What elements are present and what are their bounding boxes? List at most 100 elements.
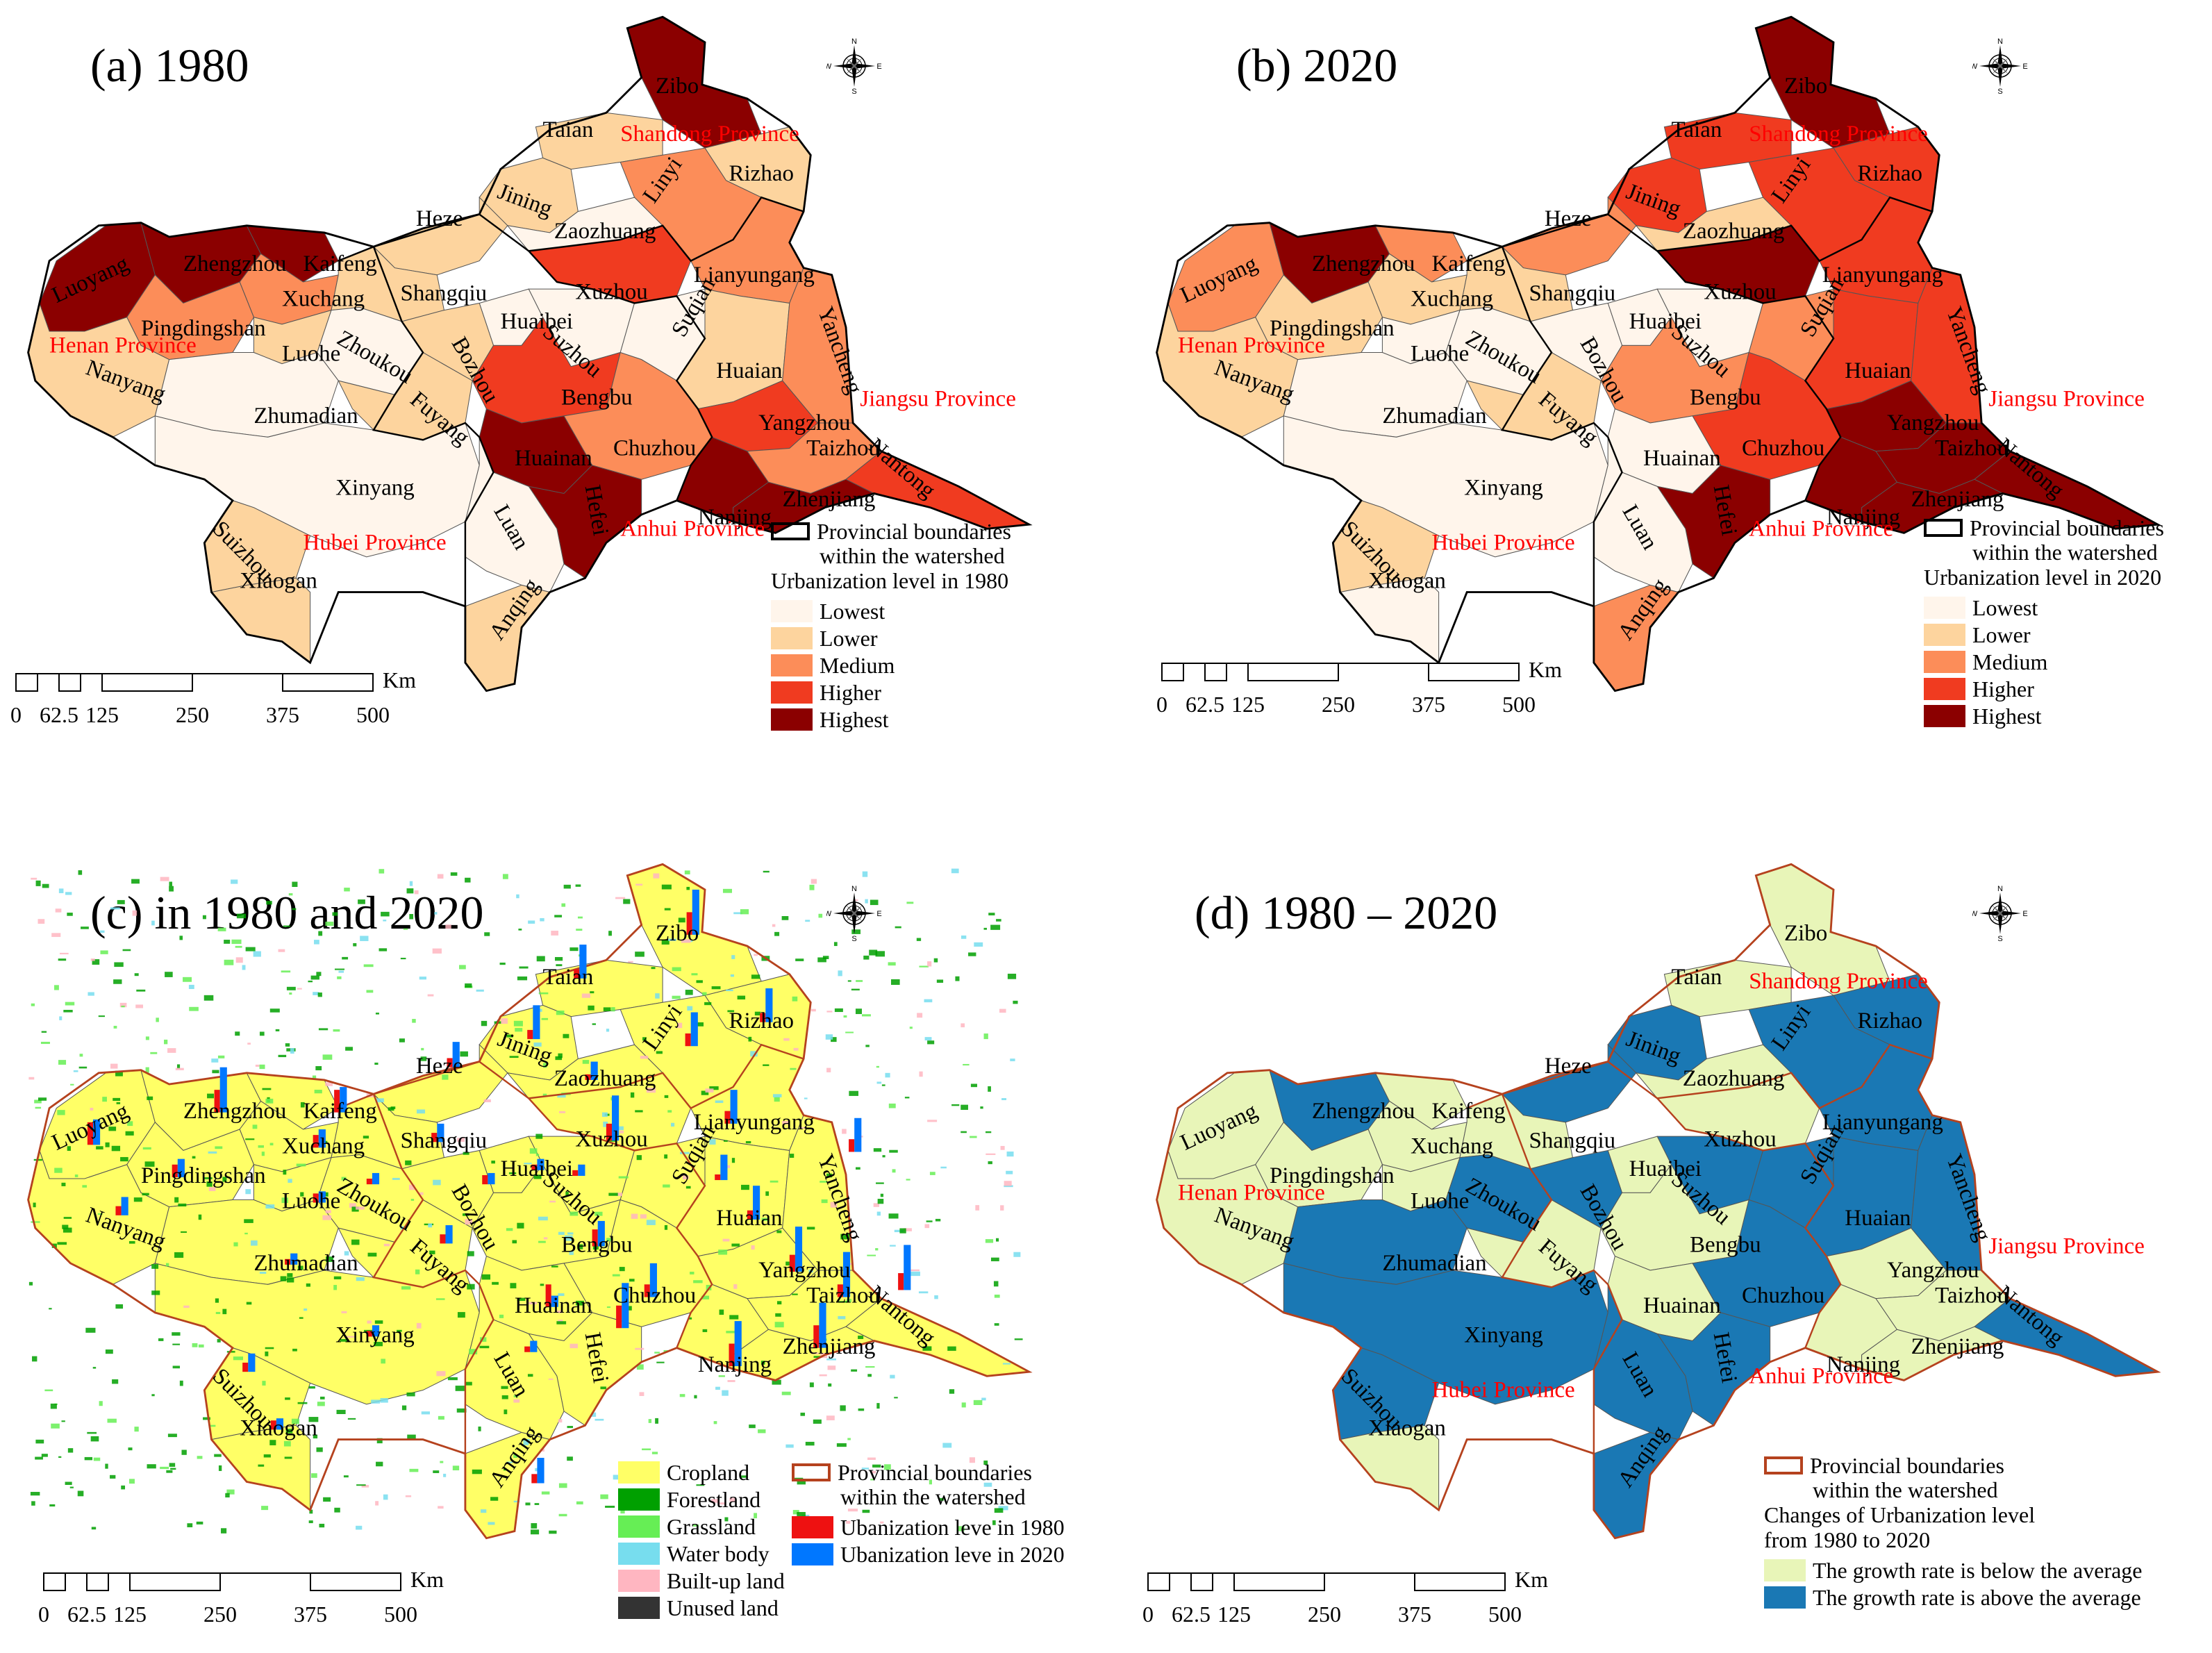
watershed-outline: [27, 863, 1033, 1540]
scale-unit: Km: [1529, 657, 1562, 682]
compass-icon: N S E W: [1970, 885, 2028, 943]
legend-label: Ubanization leve in 2020: [840, 1541, 1065, 1567]
city-label: Pingdingshan: [1270, 316, 1395, 341]
legend-label: Grassland: [667, 1513, 756, 1539]
city-label: Nanjing: [698, 1352, 772, 1377]
bar-1980: [482, 1174, 488, 1185]
bar-2020: [597, 1220, 605, 1247]
legend-swatch: [618, 1515, 660, 1538]
bar-1980: [760, 1013, 766, 1022]
bar-1980: [813, 1325, 820, 1348]
boundary-swatch: [1924, 518, 1963, 537]
city-label: Taian: [543, 965, 594, 990]
legend-boundary-label: Provincial boundaries: [1810, 1452, 2004, 1478]
legend-boundary-label-2: within the watershed: [1813, 1477, 1998, 1502]
scale-tick-label: 250: [1322, 692, 1355, 717]
bar-1980: [524, 1346, 531, 1352]
legend-item: Unused land: [618, 1594, 785, 1621]
city-label: Chuzhou: [1742, 1284, 1824, 1309]
svg-text:W: W: [826, 910, 832, 918]
legend-item: Forestland: [618, 1486, 785, 1513]
legend-title: Urbanization level in 2020: [1924, 565, 2162, 590]
city-label: Zhengzhou: [1312, 1099, 1415, 1124]
province-label: Jiangsu Province: [1988, 387, 2145, 412]
bar-2020: [318, 1129, 326, 1148]
scale-tick-label: 125: [1231, 692, 1265, 717]
city-label: Xuchang: [1411, 1134, 1493, 1159]
legend-label: Built-up land: [667, 1568, 785, 1593]
bar-2020: [121, 1197, 128, 1215]
legend-swatch: [792, 1515, 833, 1538]
legend-swatch: [618, 1461, 660, 1484]
city-label: Luohe: [282, 1189, 340, 1214]
bar-1980: [531, 1474, 538, 1484]
city-label: Heze: [416, 1054, 463, 1079]
legend-label: Highest: [820, 706, 889, 732]
legend-c-bars: Provincial boundaries within the watersh…: [792, 1459, 1065, 1568]
bar-2020: [854, 1118, 862, 1152]
city-label: Luohe: [282, 342, 340, 367]
city-label: Huainan: [515, 1293, 592, 1318]
city-label: Xuzhou: [575, 1127, 647, 1152]
legend-c-landuse: Cropland Forestland Grassland Water body Bui…: [618, 1459, 785, 1621]
province-label: Hubei Province: [1431, 531, 1574, 556]
city-label: Xiaogan: [240, 1416, 317, 1441]
city-label: Yangzhou: [758, 1258, 850, 1283]
panel-title: (a) 1980: [90, 39, 249, 92]
city-label: Xiaogan: [1368, 1416, 1446, 1441]
svg-text:N: N: [851, 886, 857, 893]
city-label: Xuzhou: [575, 279, 647, 304]
bar-1980: [898, 1273, 904, 1290]
bar-1980: [729, 1343, 735, 1367]
svg-text:N: N: [1997, 38, 2003, 46]
city-label: Rizhao: [729, 161, 794, 186]
legend-label: Lowest: [1972, 595, 2038, 620]
bar-2020: [765, 988, 773, 1022]
city-label: Xuchang: [282, 1134, 365, 1159]
city-label: Nanjing: [1827, 505, 1900, 530]
scale-bar: 0 62.5 125 250 375 500 Km: [10, 667, 416, 727]
city-label: Lianyungang: [1822, 263, 1943, 288]
city-label: Chuzhou: [613, 1284, 696, 1309]
city-label: Yangzhou: [758, 410, 850, 435]
city-label: Shangqiu: [401, 1128, 488, 1153]
city-label: Xinyang: [335, 1323, 415, 1348]
city-label: Heze: [416, 206, 463, 231]
city-label: Huaibei: [1629, 309, 1702, 334]
legend-label: Water body: [667, 1540, 770, 1566]
bar-2020: [720, 1154, 728, 1181]
city-label: Bengbu: [1690, 1233, 1761, 1258]
bar-2020: [649, 1263, 657, 1297]
city-label: Bengbu: [1690, 385, 1761, 410]
legend-label: Lowest: [820, 598, 885, 624]
svg-text:W: W: [826, 63, 832, 71]
panel-title: (b) 2020: [1236, 39, 1398, 92]
city-label: Bengbu: [561, 1233, 633, 1258]
bar-1980: [313, 1135, 319, 1148]
svg-text:E: E: [2022, 910, 2027, 918]
bar-1980: [789, 1254, 795, 1272]
city-label: Shangqiu: [1529, 1128, 1616, 1153]
city-label: Zhumadian: [253, 404, 358, 429]
scale-tick-label: 0: [1142, 1602, 1154, 1627]
legend-item: Lowest: [1924, 594, 2164, 621]
scale-tick-label: 375: [294, 1602, 327, 1627]
province-label: Shandong Province: [1749, 969, 1928, 994]
bar-1980: [545, 1284, 551, 1307]
legend-swatch: [1924, 623, 1965, 646]
scale-tick-label: 500: [1488, 1602, 1522, 1627]
legend-item: Medium: [771, 651, 1011, 679]
legend-item: Highest: [1924, 702, 2164, 729]
legend-swatch: [771, 599, 813, 622]
bar-1980: [724, 1111, 731, 1124]
bar-2020: [372, 1172, 380, 1185]
legend-boundary-label: Provincial boundaries: [817, 518, 1011, 544]
city-label: Pingdingshan: [1270, 1163, 1395, 1188]
legend-swatch: [618, 1596, 660, 1619]
provincial-boundary: [373, 196, 804, 263]
compass-icon: N S E W: [824, 38, 882, 96]
panel-d-change: (d) 1980 – 2020 Zibo Taian Rizhao Jining Lin…: [1129, 847, 2212, 1653]
legend-a: Provincial boundaries within the watersh…: [771, 517, 1011, 733]
city-label: Xiaogan: [1368, 569, 1446, 594]
provincial-boundary: [373, 1043, 804, 1110]
